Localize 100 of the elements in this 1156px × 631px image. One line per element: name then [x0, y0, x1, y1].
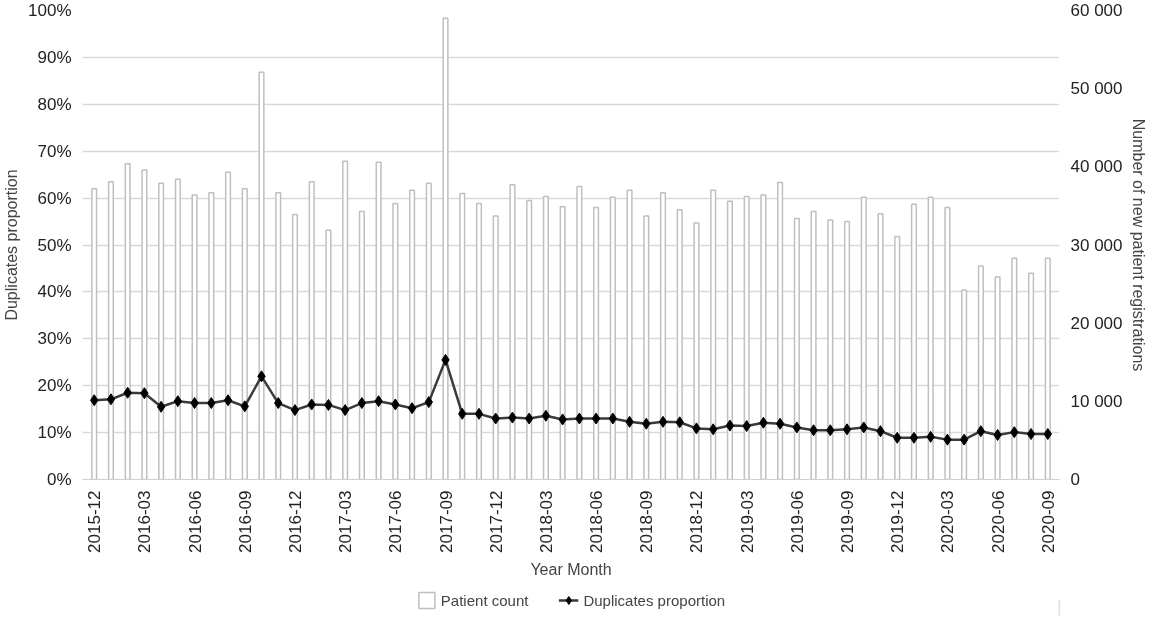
bar	[174, 178, 181, 480]
bar	[1044, 257, 1051, 480]
y-tick-label: 90%	[37, 47, 72, 67]
bar	[408, 189, 416, 480]
bar	[927, 196, 934, 480]
bar	[944, 206, 951, 480]
x-tick-label: 2018-12	[687, 490, 707, 553]
bar	[860, 196, 867, 480]
y2-tick-label: 30 000	[1070, 235, 1123, 255]
bar	[693, 222, 700, 480]
bar	[107, 180, 115, 480]
bar	[559, 205, 566, 480]
y2-tick-label: 0	[1070, 470, 1080, 489]
bar	[442, 17, 449, 480]
y2-tick-label: 50 000	[1070, 79, 1123, 99]
y-tick-label: 70%	[37, 141, 72, 161]
y2-tick-label: 60 000	[1070, 1, 1123, 20]
y-tick-label: 40%	[37, 282, 72, 302]
bar	[375, 161, 382, 480]
bar	[760, 194, 767, 480]
bar	[1011, 257, 1018, 480]
bar	[593, 206, 600, 480]
bar	[509, 184, 516, 480]
bar	[626, 189, 633, 480]
bar	[994, 276, 1001, 480]
x-tick-label: 2016-03	[135, 490, 155, 553]
bar	[91, 187, 98, 480]
bar	[392, 202, 399, 480]
y2-axis-title: Number of new patient registrations	[1130, 118, 1148, 372]
bar	[325, 229, 332, 480]
x-tick-label: 2017-09	[436, 490, 456, 553]
bar	[475, 202, 483, 480]
x-tick-label: 2019-06	[787, 490, 807, 553]
bar	[894, 235, 901, 480]
bar	[241, 187, 248, 480]
bar	[910, 203, 918, 480]
x-tick-label: 2018-03	[536, 490, 556, 553]
y-tick-label: 30%	[37, 329, 72, 349]
x-tick-label: 2018-06	[587, 490, 607, 553]
bar	[291, 213, 299, 480]
x-tick-label: 2020-03	[938, 490, 958, 553]
bar	[609, 196, 616, 480]
x-tick-label: 2015-12	[85, 490, 105, 553]
bar	[1027, 272, 1035, 480]
legend-label: Duplicates proportion	[583, 591, 726, 609]
x-tick-label: 2017-06	[386, 490, 406, 553]
bar	[358, 210, 365, 480]
bar	[158, 182, 165, 480]
bar	[224, 171, 232, 480]
y2-tick-label: 20 000	[1070, 313, 1123, 333]
bar	[526, 199, 533, 480]
x-tick-label: 2018-09	[637, 490, 657, 553]
x-tick-label: 2019-03	[737, 490, 757, 553]
bar	[877, 212, 884, 480]
bar	[492, 215, 499, 480]
x-tick-label: 2017-03	[336, 490, 356, 553]
bar	[425, 182, 432, 480]
bar	[542, 195, 549, 480]
x-tick-label: 2020-09	[1038, 490, 1058, 553]
x-tick-label: 2019-09	[838, 490, 858, 553]
bar	[793, 217, 800, 480]
bar	[141, 169, 148, 480]
y-tick-label: 100%	[28, 1, 72, 20]
x-axis-title: Year Month	[530, 560, 612, 578]
bar	[275, 191, 282, 480]
bar	[726, 200, 734, 480]
y-tick-label: 0%	[46, 470, 72, 489]
legend-label: Patient count	[440, 591, 529, 609]
x-tick-label: 2017-12	[486, 490, 506, 553]
bar	[843, 220, 851, 480]
bar	[308, 180, 315, 480]
bar	[961, 289, 968, 480]
x-tick-label: 2016-09	[235, 490, 255, 553]
y-tick-label: 50%	[37, 235, 72, 255]
bar	[827, 219, 834, 480]
bar	[124, 162, 131, 480]
bar	[659, 191, 667, 480]
bar	[208, 191, 215, 480]
bar	[643, 215, 650, 480]
bar	[743, 195, 750, 480]
y-axis-title: Duplicates proportion	[3, 169, 21, 321]
bar	[676, 209, 683, 480]
x-tick-label: 2019-12	[888, 490, 908, 553]
bar	[710, 189, 717, 480]
bar	[191, 194, 198, 480]
y-tick-label: 20%	[37, 376, 72, 396]
bar	[459, 192, 466, 480]
y-tick-label: 10%	[37, 423, 72, 443]
bar	[810, 210, 817, 480]
bar	[777, 181, 784, 480]
bar	[342, 160, 349, 480]
y2-tick-label: 10 000	[1070, 391, 1123, 411]
bar	[258, 71, 265, 480]
y2-tick-label: 40 000	[1070, 157, 1123, 177]
bar	[576, 185, 583, 480]
x-tick-label: 2020-06	[988, 490, 1008, 553]
x-tick-label: 2016-12	[285, 490, 305, 553]
bar	[977, 265, 984, 480]
y-tick-label: 80%	[37, 94, 72, 114]
y-tick-label: 60%	[37, 188, 72, 208]
